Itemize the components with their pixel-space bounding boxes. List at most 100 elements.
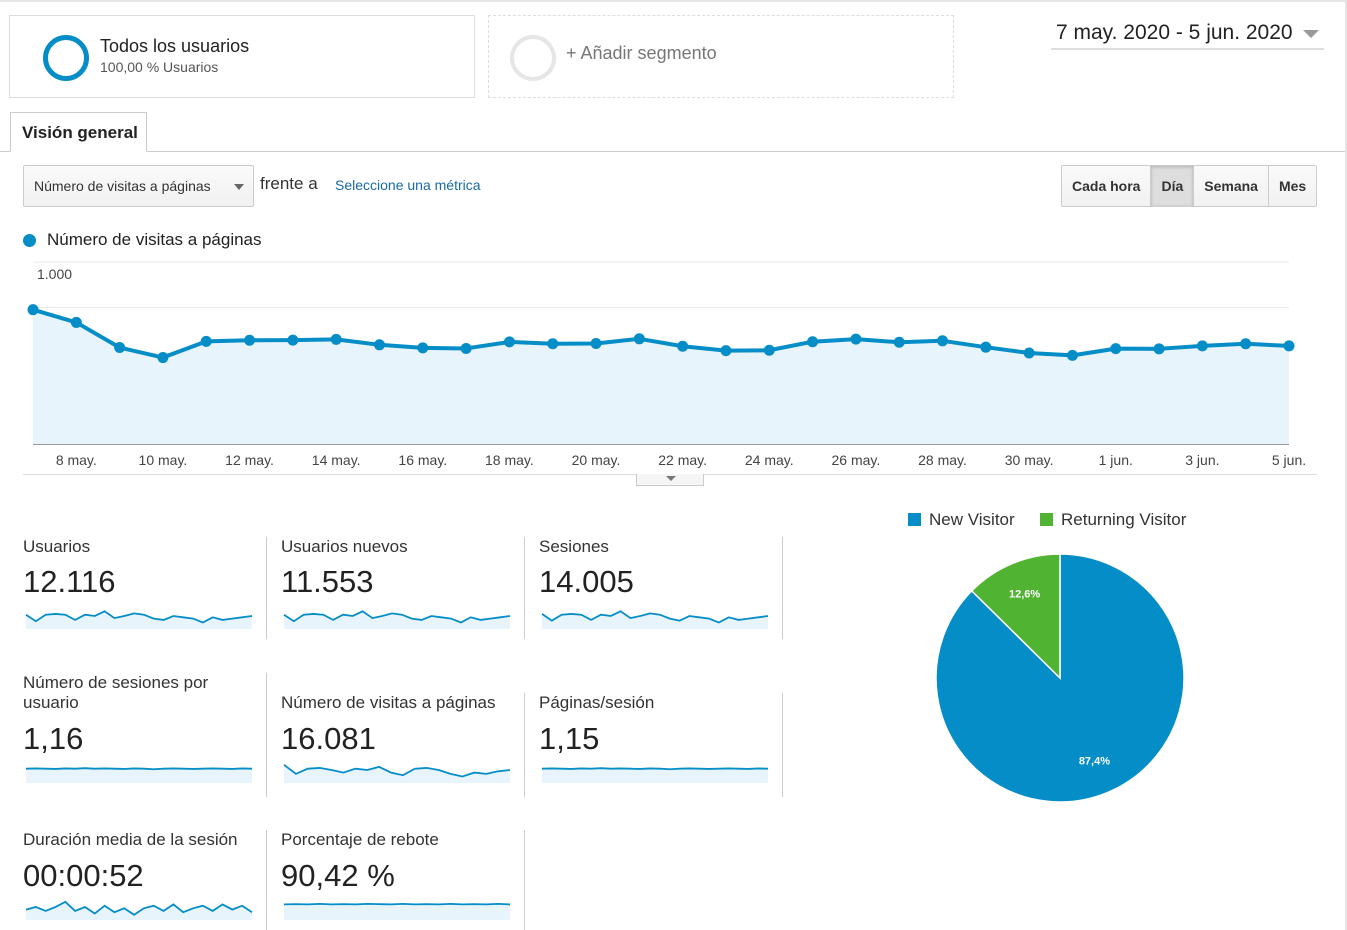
sparkline-line <box>283 610 511 624</box>
chart-collapse-toggle[interactable] <box>636 474 704 486</box>
sparkline-line <box>283 902 511 906</box>
segment-all-users[interactable]: Todos los usuarios 100,00 % Usuarios <box>9 15 475 98</box>
kpi-new-users[interactable]: Usuarios nuevos 11.553 <box>281 537 539 677</box>
kpi-divider <box>266 830 267 930</box>
tab-overview[interactable]: Visión general <box>10 112 147 152</box>
x-tick-label: 18 may. <box>485 452 534 468</box>
data-point <box>633 333 645 345</box>
data-point <box>590 338 602 350</box>
select-metric-link[interactable]: Seleccione una métrica <box>335 177 481 193</box>
data-point <box>1196 340 1208 352</box>
kpi-value: 00:00:52 <box>23 858 144 893</box>
kpi-value: 1,15 <box>539 721 600 756</box>
sparkline-area <box>26 901 252 920</box>
chevron-down-icon <box>1303 30 1319 38</box>
kpi-divider <box>524 693 525 797</box>
kpi-label: Duración media de la sesión <box>23 830 238 849</box>
kpi-sparkline <box>541 610 769 629</box>
sparkline-line <box>541 767 769 771</box>
kpi-divider <box>524 537 525 639</box>
kpi-pageviews[interactable]: Número de visitas a páginas 16.081 <box>281 693 539 833</box>
kpi-sessions[interactable]: Sesiones 14.005 <box>539 537 797 677</box>
data-point <box>114 342 126 354</box>
x-tick-label: 3 jun. <box>1185 452 1219 468</box>
date-range-picker[interactable]: 7 may. 2020 - 5 jun. 2020 <box>1051 18 1324 50</box>
granularity-month-button[interactable]: Mes <box>1268 166 1317 206</box>
kpi-label: Usuarios <box>23 537 91 556</box>
add-segment-button[interactable]: + Añadir segmento <box>488 15 954 98</box>
data-point <box>547 338 559 350</box>
kpi-value: 1,16 <box>23 721 84 756</box>
kpi-avg-session-duration[interactable]: Duración media de la sesión 00:00:52 <box>23 830 281 930</box>
x-tick-label: 14 may. <box>312 452 361 468</box>
data-point <box>200 335 212 347</box>
data-point <box>1066 349 1078 361</box>
sparkline-line <box>25 900 253 916</box>
segment-subtitle: 100,00 % Usuarios <box>100 59 219 75</box>
granularity-day-button[interactable]: Día <box>1151 166 1195 206</box>
sparkline-line <box>25 767 253 771</box>
data-point <box>157 352 169 364</box>
add-segment-label: + Añadir segmento <box>566 43 717 63</box>
x-tick-label: 5 jun. <box>1272 452 1306 468</box>
data-point <box>244 334 256 346</box>
data-point <box>1023 347 1035 359</box>
kpi-sessions-per-user[interactable]: Número de sesiones por usuario 1,16 <box>23 673 281 813</box>
sparkline-line <box>25 610 253 624</box>
series-line <box>32 307 1290 360</box>
kpi-value: 11.553 <box>281 564 374 599</box>
kpi-value: 12.116 <box>23 564 116 599</box>
tab-divider <box>0 151 1345 152</box>
tab-label: Visión general <box>22 123 138 142</box>
x-tick-label: 12 may. <box>225 452 274 468</box>
sparkline-area <box>542 768 768 783</box>
kpi-users[interactable]: Usuarios 12.116 <box>23 537 281 677</box>
new-visitor-swatch <box>908 513 921 526</box>
data-point <box>373 339 385 351</box>
x-tick-label: 30 may. <box>1005 452 1054 468</box>
data-point <box>893 336 905 348</box>
x-tick-label: 28 may. <box>918 452 967 468</box>
data-point <box>503 336 515 348</box>
top-border <box>0 0 1347 2</box>
kpi-label: Páginas/sesión <box>539 693 655 712</box>
granularity-buttons: Cada hora Día Semana Mes <box>1061 165 1318 207</box>
sparkline-area <box>284 764 510 783</box>
sparkline-line <box>283 764 511 778</box>
segment-title: Todos los usuarios <box>100 36 250 56</box>
granularity-hour-button[interactable]: Cada hora <box>1062 166 1152 206</box>
sparkline-area <box>26 611 252 629</box>
data-point <box>460 342 472 354</box>
metric-select-value: Número de visitas a páginas <box>34 178 211 194</box>
kpi-bounce-rate[interactable]: Porcentaje de rebote 90,42 % <box>281 830 539 930</box>
kpi-pages-per-session[interactable]: Páginas/sesión 1,15 <box>539 693 797 833</box>
data-point <box>850 333 862 345</box>
caret-down-icon <box>666 476 676 481</box>
kpi-sparkline <box>283 764 511 783</box>
kpi-sparkline <box>283 902 511 920</box>
kpi-value: 90,42 % <box>281 858 395 893</box>
segment-ring-icon <box>43 35 89 81</box>
sparkline-area <box>26 768 252 783</box>
data-point <box>980 341 992 353</box>
kpi-label: Número de sesiones por usuario <box>23 673 209 712</box>
pie-legend-label: New Visitor <box>929 510 1015 529</box>
x-tick-label: 8 may. <box>56 452 97 468</box>
x-tick-label: 26 may. <box>832 452 881 468</box>
sparkline-area <box>542 611 768 629</box>
data-point <box>763 344 775 356</box>
kpi-divider <box>266 537 267 639</box>
granularity-week-button[interactable]: Semana <box>1194 166 1269 206</box>
kpi-label: Sesiones <box>539 537 609 556</box>
versus-label: frente a <box>260 174 318 193</box>
x-tick-label: 22 may. <box>658 452 707 468</box>
kpi-label: Usuarios nuevos <box>281 537 408 556</box>
pie-data-label: 12,6% <box>1009 588 1040 600</box>
pie-legend-returning: Returning Visitor <box>1040 510 1186 530</box>
data-point <box>330 333 342 345</box>
metric-select[interactable]: Número de visitas a páginas <box>23 165 254 207</box>
kpi-label: Número de visitas a páginas <box>281 693 496 712</box>
data-point <box>720 345 732 357</box>
x-tick-label: 24 may. <box>745 452 794 468</box>
kpi-divider <box>524 830 525 930</box>
